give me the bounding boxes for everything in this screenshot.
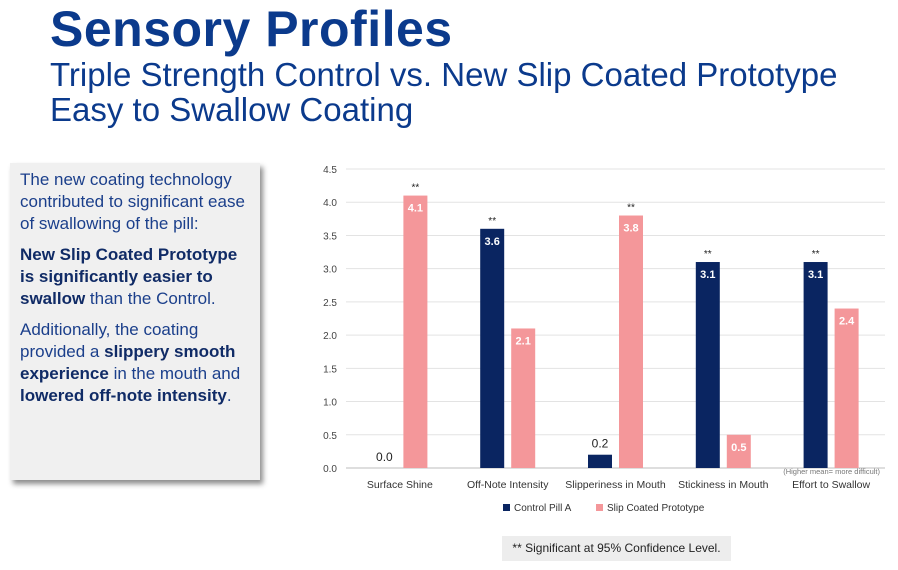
- data-label: 2.4: [839, 316, 855, 328]
- data-label: 3.8: [623, 223, 638, 235]
- callout-intro: The new coating technology contributed t…: [20, 170, 245, 233]
- chart-legend: Control Pill A Slip Coated Prototype: [503, 503, 705, 514]
- page-subtitle: Triple Strength Control vs. New Slip Coa…: [50, 56, 838, 128]
- y-tick-label: 4.0: [323, 198, 337, 209]
- bar: [588, 454, 612, 468]
- data-label: 4.1: [408, 203, 423, 215]
- y-tick-label: 2.0: [323, 331, 337, 342]
- x-tick-label: Stickiness in Mouth: [678, 479, 769, 491]
- callout-finding: New Slip Coated Prototype is significant…: [20, 244, 252, 310]
- significance-footnote: ** Significant at 95% Confidence Level.: [502, 536, 731, 561]
- legend-swatch: [596, 504, 603, 511]
- sensory-bar-chart: 0.0 0.5 1.0 1.5 2.0 2.5 3.0 3.5 4.0 4.5 0.0 4.1 ** 3…: [323, 165, 885, 514]
- data-label: 3.1: [700, 269, 715, 281]
- data-label: 2.1: [516, 335, 531, 347]
- y-tick-label: 3.0: [323, 265, 337, 276]
- significance-marker: **: [412, 183, 420, 194]
- y-tick-label: 3.5: [323, 231, 337, 242]
- chart-bars: [403, 195, 859, 469]
- x-tick-label: Slipperiness in Mouth: [565, 479, 666, 491]
- x-tick-label: Effort to Swallow: [792, 479, 870, 491]
- bar: [834, 308, 859, 468]
- callout-additional: Additionally, the coating provided a sli…: [20, 319, 252, 407]
- callout-additional-a: Additionally, the coating provided a: [20, 320, 199, 361]
- callout-finding-rest: than the Control.: [85, 289, 216, 308]
- bar: [726, 434, 751, 468]
- x-tick-label: Off-Note Intensity: [467, 479, 549, 491]
- data-label: 0.5: [731, 442, 746, 454]
- bar: [403, 195, 428, 469]
- data-label: 3.1: [808, 269, 823, 281]
- significance-marker: **: [488, 216, 496, 227]
- y-tick-label: 2.5: [323, 298, 337, 309]
- chart-gridlines: [346, 168, 885, 469]
- callout-additional-c: in the mouth and: [108, 364, 241, 383]
- legend-label: Control Pill A: [514, 503, 572, 514]
- significance-marker: **: [627, 203, 635, 214]
- y-tick-label: 4.5: [323, 165, 337, 176]
- callout-finding-bold: New Slip Coated Prototype is significant…: [20, 245, 238, 308]
- legend-label: Slip Coated Prototype: [607, 503, 705, 514]
- y-tick-label: 1.0: [323, 398, 337, 409]
- data-label: 0.0: [376, 450, 393, 464]
- bar: [480, 228, 505, 468]
- significance-marker: **: [812, 249, 820, 260]
- summary-callout: The new coating technology contributed t…: [10, 163, 260, 480]
- y-tick-label: 0.5: [323, 431, 337, 442]
- y-axis-ticks: 0.0 0.5 1.0 1.5 2.0 2.5 3.0 3.5 4.0 4.5: [323, 165, 337, 475]
- y-tick-label: 0.0: [323, 464, 337, 475]
- x-tick-label: Surface Shine: [367, 479, 433, 491]
- bar: [803, 262, 828, 468]
- bar: [695, 262, 720, 468]
- page-title: Sensory Profiles: [50, 1, 453, 57]
- bar: [619, 215, 643, 468]
- legend-swatch: [503, 504, 510, 511]
- chart-data-labels: 0.0 4.1 ** 3.6 ** 2.1 0.2 3.8 ** 3.1 ** 0.5 3.1 ** 2.4: [376, 183, 855, 464]
- callout-additional-d: lowered off-note intensity: [20, 386, 227, 405]
- callout-additional-e: .: [226, 386, 232, 405]
- bar: [511, 328, 536, 468]
- significance-marker: **: [704, 249, 712, 260]
- y-tick-label: 1.5: [323, 364, 337, 375]
- x-axis-ticks: Surface Shine Off-Note Intensity Slipperin…: [367, 479, 871, 491]
- chart-annotation: (Higher mean= more difficult): [783, 467, 880, 476]
- callout-additional-b: slippery smooth experience: [20, 342, 236, 383]
- data-label: 0.2: [592, 437, 609, 451]
- data-label: 3.6: [485, 236, 500, 248]
